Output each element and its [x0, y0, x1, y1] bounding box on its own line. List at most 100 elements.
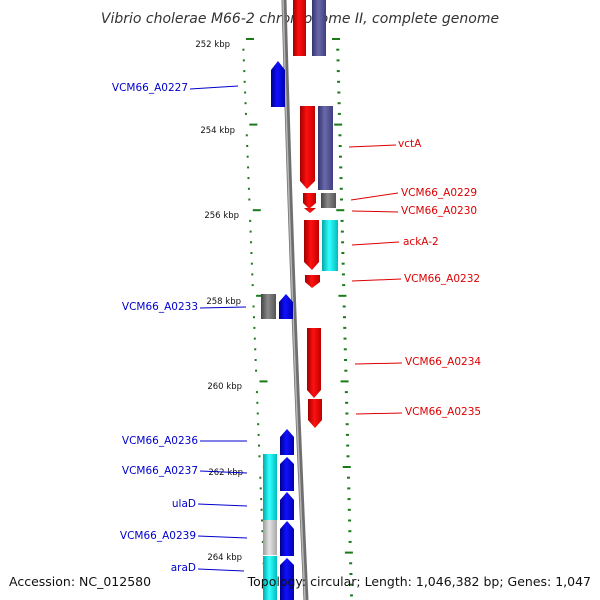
ruler-tick: [257, 433, 260, 436]
ruler-tick: [244, 91, 247, 94]
gene-label-vcm66-a0235[interactable]: VCM66_A0235: [405, 406, 481, 418]
ruler-tick: [337, 80, 341, 83]
ruler-tick: [345, 423, 349, 426]
gene-feature: [304, 220, 319, 270]
ruler-tick: [260, 519, 263, 522]
gene-label-vcm66-a0236[interactable]: VCM66_A0236: [122, 435, 198, 447]
label-connector: [189, 85, 239, 90]
ruler-tick: [253, 337, 256, 340]
ruler-tick: [249, 123, 258, 126]
gene-feature: [263, 491, 277, 520]
ruler-label: 258 kbp: [206, 297, 241, 307]
ruler-tick: [344, 369, 348, 372]
ruler-tick: [242, 48, 245, 51]
ruler-tick: [342, 305, 346, 308]
gene-feature: [263, 520, 277, 555]
gene-label-vcta[interactable]: vctA: [398, 138, 422, 150]
ruler-tick: [336, 209, 345, 212]
gene-label-vcm66-a0237[interactable]: VCM66_A0237: [122, 465, 198, 477]
ruler-tick: [339, 177, 343, 180]
ruler-tick: [340, 230, 344, 233]
ruler-tick: [349, 583, 353, 586]
left-gene-labels: VCM66_A0227 VCM66_A0233 VCM66_A0236 VCM6…: [112, 82, 248, 574]
ruler-tick: [251, 273, 254, 276]
ruler-tick: [258, 455, 261, 458]
chromosome-backbone: [281, 0, 309, 600]
ruler-tick: [349, 562, 353, 565]
ruler-tick: [259, 487, 262, 490]
label-connector: [351, 278, 402, 282]
ruler-tick: [250, 241, 253, 244]
gene-label-vcm66-a0232[interactable]: VCM66_A0232: [404, 273, 480, 285]
gene-feature: [280, 558, 294, 600]
label-connector: [350, 192, 399, 201]
ruler-tick: [337, 102, 341, 105]
gene-label-vcm66-a0233[interactable]: VCM66_A0233: [122, 301, 198, 313]
gene-label-vcm66-a0229[interactable]: VCM66_A0229: [401, 187, 477, 199]
ruler-tick: [242, 59, 245, 62]
ruler-tick: [256, 412, 259, 415]
label-connector: [355, 412, 403, 415]
gene-label-arad[interactable]: araD: [171, 562, 196, 574]
ruler-tick: [247, 177, 250, 180]
gene-feature: [280, 492, 294, 520]
gene-feature: [271, 61, 285, 107]
gene-feature: [279, 294, 293, 319]
gene-feature: [303, 193, 316, 209]
ruler-tick: [341, 262, 345, 265]
ruler-tick: [337, 112, 341, 115]
ruler-tick: [259, 476, 262, 479]
ruler-tick: [334, 123, 343, 126]
ruler-tick: [346, 444, 350, 447]
gene-feature: [322, 220, 338, 271]
accession-text: Accession: NC_012580: [9, 574, 152, 589]
ruler-tick: [348, 540, 352, 543]
ruler-label: 254 kbp: [200, 126, 235, 136]
ruler-tick: [259, 380, 268, 383]
label-connector: [199, 470, 248, 474]
ruler-tick: [347, 508, 351, 511]
ruler-tick: [246, 38, 254, 40]
gene-feature: [263, 454, 277, 491]
ruler-tick: [344, 391, 348, 394]
ruler-tick: [261, 540, 264, 543]
ruler-tick: [341, 241, 345, 244]
ruler-tick: [246, 155, 249, 158]
ruler-label: 256 kbp: [204, 211, 239, 221]
ruler-tick: [260, 508, 263, 511]
gene-feature: [261, 294, 276, 319]
ruler-tick: [254, 359, 257, 361]
ruler-tick: [247, 166, 250, 169]
ruler-tick: [338, 134, 342, 137]
ruler-tick: [344, 359, 348, 361]
ruler-tick: [345, 401, 349, 404]
ruler-tick: [349, 594, 353, 597]
gene-label-vcm66-a0230[interactable]: VCM66_A0230: [401, 205, 477, 217]
ruler-tick: [244, 112, 247, 115]
gene-label-acka-2[interactable]: ackA-2: [403, 236, 439, 248]
gene-label-vcm66-a0239[interactable]: VCM66_A0239: [120, 530, 196, 542]
ruler-tick: [245, 134, 248, 137]
ruler-tick: [348, 530, 352, 533]
ruler-tick: [250, 252, 253, 254]
ruler-tick: [336, 59, 340, 62]
ruler-tick: [255, 369, 258, 372]
ruler-tick: [345, 433, 349, 436]
right-gene-labels: vctA VCM66_A0229 VCM66_A0230 ackA-2 VCM6…: [348, 138, 481, 418]
gene-feature: [307, 328, 321, 398]
gene-label-vcm66-a0227[interactable]: VCM66_A0227: [112, 82, 188, 94]
gene-label-ulad[interactable]: ulaD: [172, 498, 196, 510]
ruler-tick: [249, 219, 252, 222]
ruler-tick: [250, 262, 253, 265]
ruler-tick: [342, 316, 346, 319]
ruler-tick: [337, 91, 341, 94]
gene-label-vcm66-a0234[interactable]: VCM66_A0234: [405, 356, 481, 368]
ruler-tick: [340, 219, 344, 222]
gene-feature: [300, 106, 315, 189]
ruler-tick: [336, 48, 340, 51]
label-connector: [197, 503, 248, 507]
gene-feature: [263, 556, 277, 600]
gene-feature: [280, 521, 294, 556]
label-connector: [197, 535, 248, 539]
